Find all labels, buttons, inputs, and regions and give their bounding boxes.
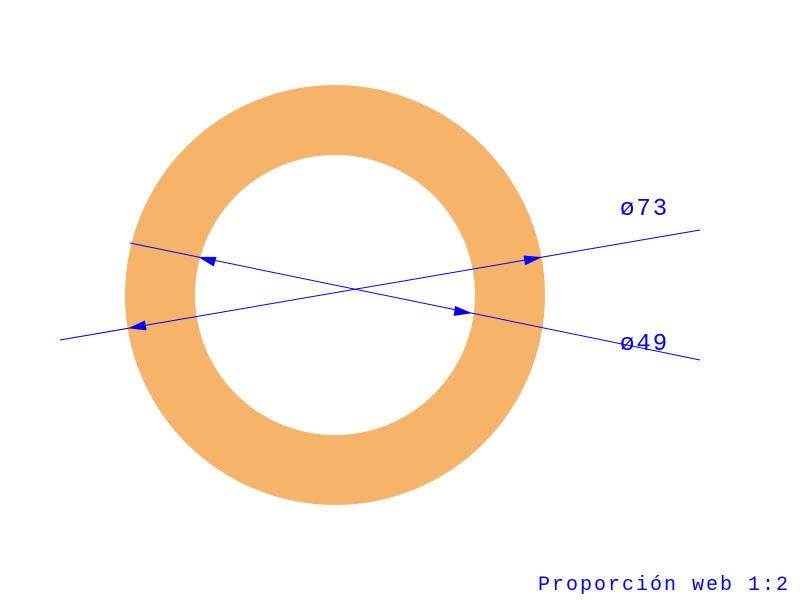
dimension-label-inner: ø49 bbox=[620, 331, 669, 358]
caption: Proporción web 1:2 bbox=[538, 574, 790, 597]
dimension-label-outer: ø73 bbox=[620, 196, 669, 223]
canvas-bg bbox=[0, 0, 800, 600]
